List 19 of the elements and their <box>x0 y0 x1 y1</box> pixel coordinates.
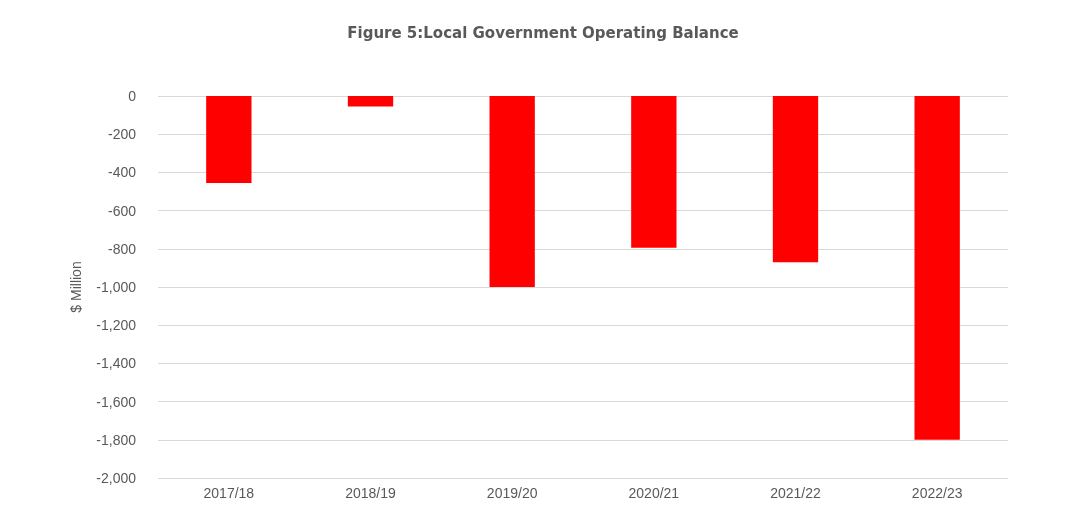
y-tick-label: -1,000 <box>96 279 137 295</box>
x-tick-label: 2019/20 <box>486 485 538 501</box>
y-tick-label: -400 <box>107 164 137 181</box>
x-tick-label: 2017/18 <box>203 485 255 501</box>
y-tick-label: 0 <box>128 88 137 104</box>
y-tick-label: -2,000 <box>96 470 137 486</box>
x-tick-label: 2020/21 <box>628 485 680 501</box>
y-tick-label: -200 <box>107 126 137 143</box>
x-tick-label: 2021/22 <box>770 485 822 501</box>
y-axis-title: $ Million <box>68 261 84 313</box>
y-tick-label: -800 <box>107 240 137 257</box>
chart-title: Figure 5:Local Government Operating Balance <box>347 23 739 42</box>
y-tick-label: -1,800 <box>96 431 137 448</box>
y-tick-label: -1,200 <box>96 317 137 334</box>
y-tick-label: -1,600 <box>96 393 137 410</box>
x-tick-label: 2018/19 <box>345 485 397 501</box>
y-tick-label: -600 <box>107 202 137 219</box>
x-tick-label: 2022/23 <box>911 485 963 501</box>
y-tick-label: -1,400 <box>96 355 137 372</box>
